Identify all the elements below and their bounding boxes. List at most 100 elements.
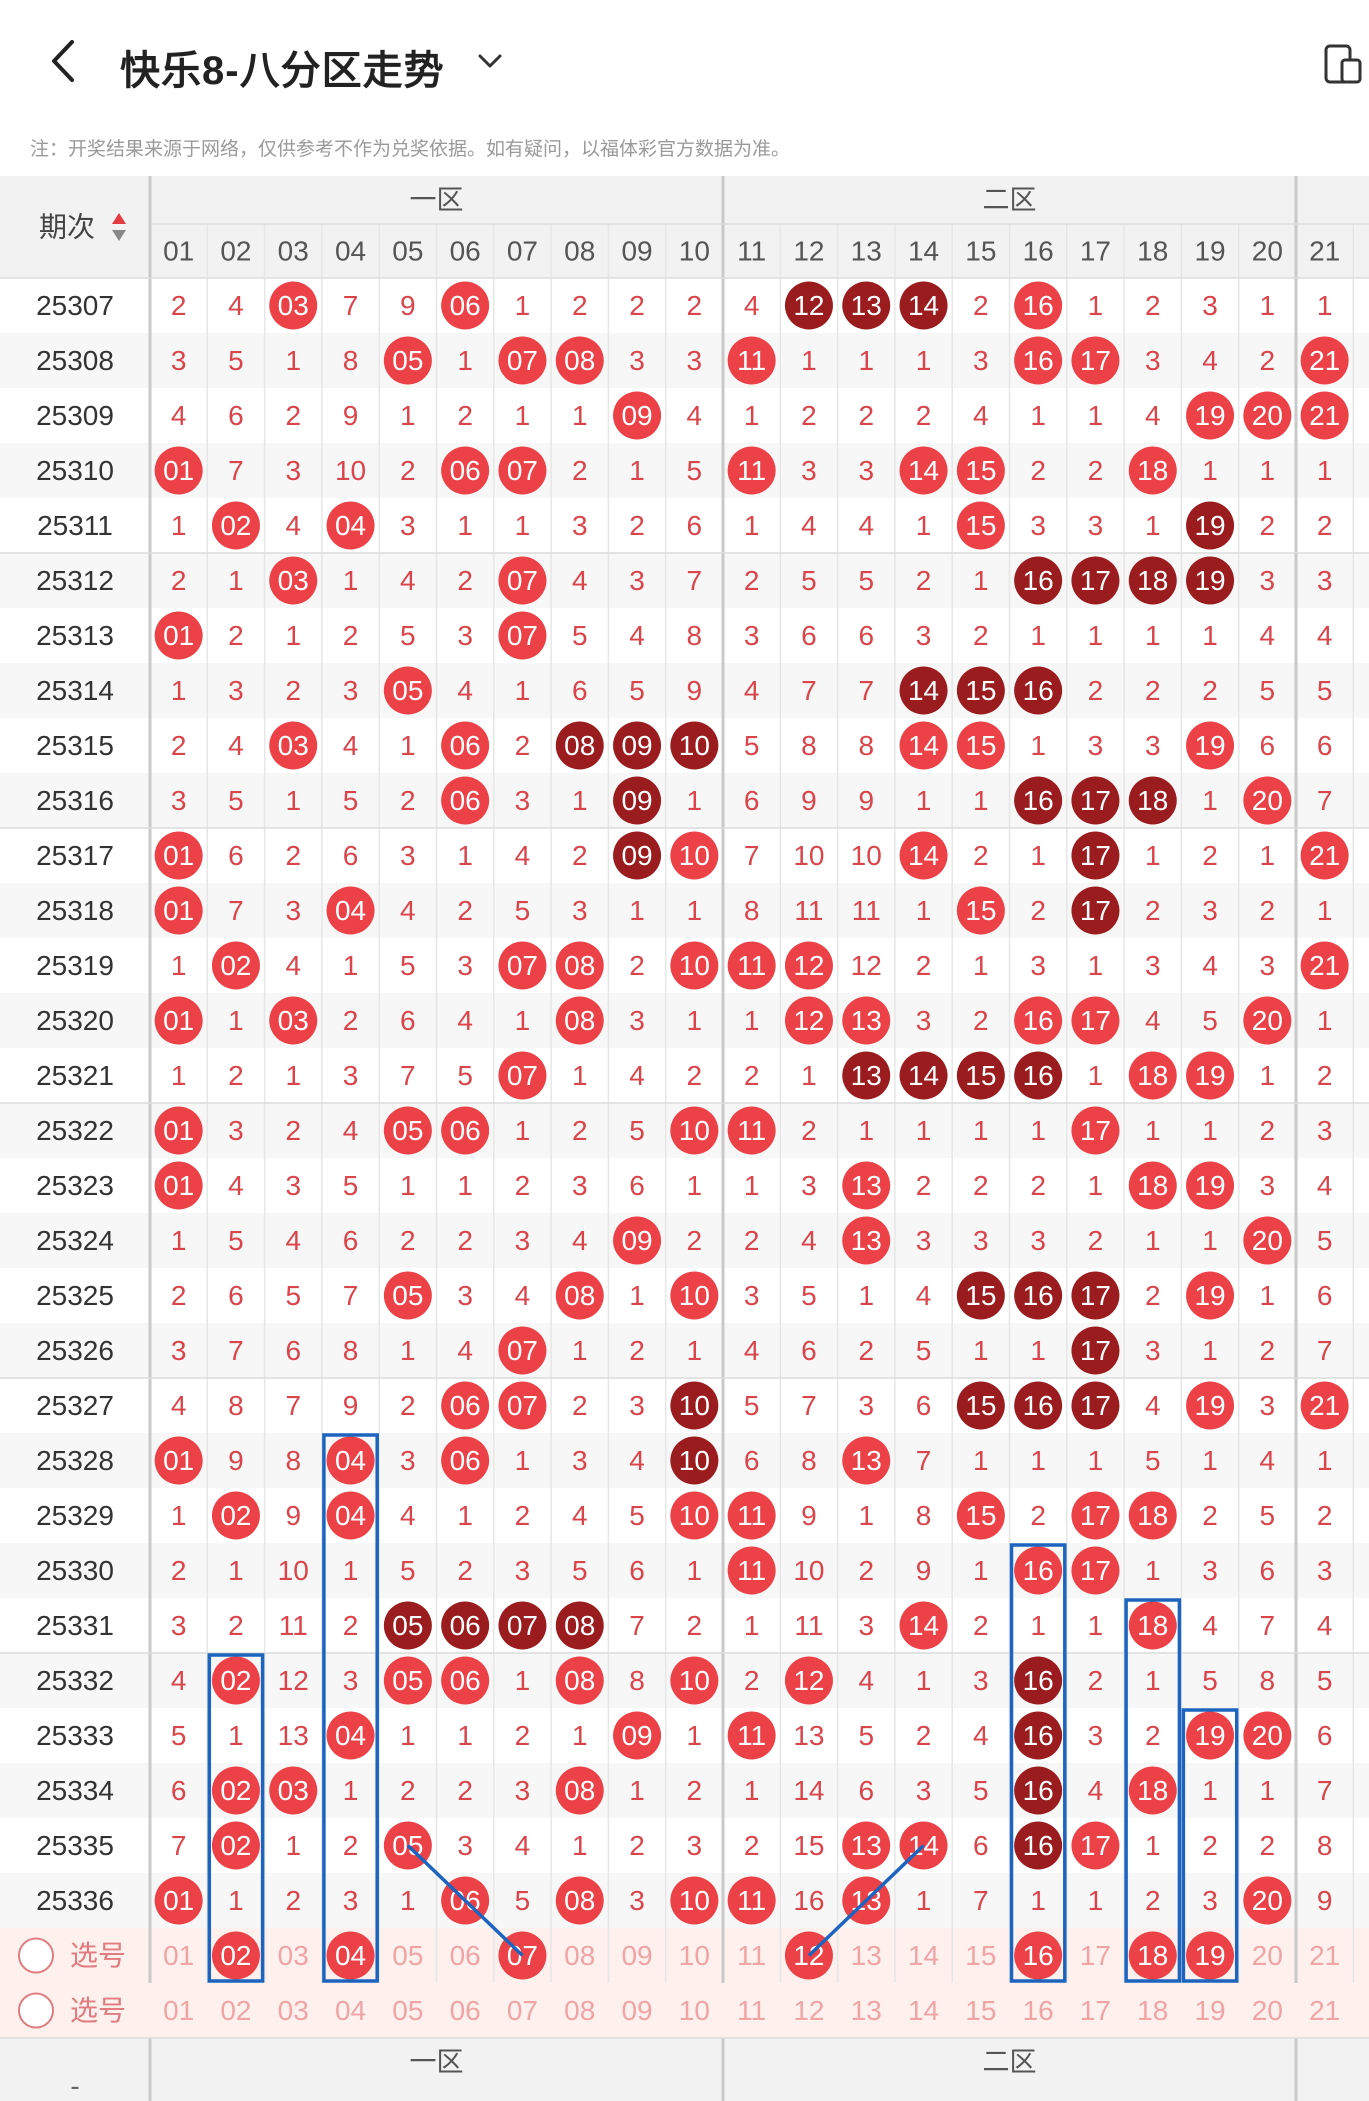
miss-count: 1	[572, 785, 588, 816]
ball-number: 06	[450, 730, 481, 761]
column-header: 20	[1252, 236, 1283, 267]
select-number[interactable]: 18	[1137, 1995, 1168, 2026]
miss-count: 4	[228, 290, 244, 321]
miss-count: 4	[171, 400, 187, 431]
column-header: 06	[450, 236, 481, 267]
select-radio[interactable]	[18, 1937, 54, 1974]
ball-number: 06	[450, 1445, 481, 1476]
select-number[interactable]: 06	[450, 1995, 481, 2026]
select-number[interactable]: 03	[278, 1995, 309, 2026]
selected-ball-number[interactable]: 04	[335, 1940, 366, 1971]
miss-count: 1	[400, 730, 416, 761]
select-number[interactable]: 21	[1309, 1995, 1340, 2026]
issue-number: 25322	[36, 1115, 114, 1146]
select-number[interactable]: 13	[851, 1940, 882, 1971]
select-number[interactable]: 14	[908, 1995, 939, 2026]
ball	[383, 666, 432, 715]
miss-count: 6	[285, 1335, 301, 1366]
miss-count: 5	[572, 1555, 588, 1586]
select-number[interactable]: 03	[278, 1940, 309, 1971]
ball	[899, 666, 948, 715]
selected-ball[interactable]	[211, 1931, 260, 1980]
select-number[interactable]: 09	[621, 1995, 652, 2026]
select-label[interactable]: 选号	[70, 1940, 126, 1971]
select-number[interactable]: 12	[793, 1995, 824, 2026]
ball-number: 08	[564, 1610, 595, 1641]
miss-count: 3	[916, 1005, 932, 1036]
column-header: 13	[851, 236, 882, 267]
device-icon[interactable]	[1320, 42, 1364, 86]
miss-count: 1	[973, 565, 989, 596]
ball-number: 10	[679, 1665, 710, 1696]
select-number[interactable]: 20	[1252, 1940, 1283, 1971]
select-number[interactable]: 04	[335, 1995, 366, 2026]
miss-count: 1	[515, 1005, 531, 1036]
select-number[interactable]: 08	[564, 1940, 595, 1971]
select-number[interactable]: 15	[965, 1995, 996, 2026]
ball	[1186, 1161, 1235, 1210]
page-title: 快乐8-八分区走势	[120, 49, 445, 93]
select-number[interactable]: 11	[737, 1940, 766, 1971]
select-number[interactable]: 05	[392, 1995, 423, 2026]
miss-count: 9	[343, 400, 359, 431]
miss-count: 2	[457, 565, 473, 596]
ball-number: 10	[679, 1280, 710, 1311]
sort-icon[interactable]	[112, 213, 126, 241]
select-number[interactable]: 16	[1023, 1995, 1054, 2026]
select-number[interactable]: 11	[737, 1995, 766, 2026]
ball	[154, 1436, 203, 1485]
miss-count: 9	[400, 290, 416, 321]
ball-number: 21	[1309, 400, 1340, 431]
selected-ball[interactable]	[1014, 1931, 1063, 1980]
select-number[interactable]: 02	[220, 1995, 251, 2026]
select-number[interactable]: 05	[392, 1940, 423, 1971]
select-number[interactable]: 15	[965, 1940, 996, 1971]
selected-ball-number[interactable]: 19	[1194, 1940, 1225, 1971]
miss-count: 3	[1202, 1885, 1218, 1916]
miss-count: 2	[1202, 675, 1218, 706]
select-number[interactable]: 01	[163, 1940, 194, 1971]
miss-count: 5	[171, 1720, 187, 1751]
issue-number: 25311	[37, 510, 113, 541]
miss-count: 1	[1030, 1335, 1046, 1366]
selected-ball-number[interactable]: 02	[220, 1940, 251, 1971]
selected-ball-number[interactable]: 16	[1023, 1940, 1054, 1971]
select-number[interactable]: 01	[163, 1995, 194, 2026]
select-number[interactable]: 17	[1080, 1940, 1111, 1971]
miss-count: 2	[1145, 895, 1161, 926]
select-number[interactable]: 19	[1194, 1995, 1225, 2026]
select-number[interactable]: 09	[621, 1940, 652, 1971]
miss-count: 1	[171, 950, 187, 981]
ball	[727, 1491, 776, 1540]
ball-number: 02	[220, 1500, 251, 1531]
select-number[interactable]: 08	[564, 1995, 595, 2026]
miss-count: 3	[858, 455, 874, 486]
ball-number: 17	[1080, 345, 1111, 376]
ball-number: 01	[163, 1005, 194, 1036]
miss-count: 1	[400, 1170, 416, 1201]
selected-ball[interactable]	[1128, 1931, 1177, 1980]
miss-count: 3	[572, 895, 588, 926]
select-label[interactable]: 选号	[70, 1995, 126, 2026]
miss-count: 3	[1260, 565, 1276, 596]
miss-count: 10	[851, 840, 882, 871]
selected-ball-number[interactable]: 18	[1137, 1940, 1168, 1971]
select-number[interactable]: 14	[908, 1940, 939, 1971]
select-number[interactable]: 10	[679, 1995, 710, 2026]
miss-count: 7	[228, 895, 244, 926]
select-number[interactable]: 10	[679, 1940, 710, 1971]
select-radio[interactable]	[18, 1992, 54, 2029]
ball-number: 01	[163, 1115, 194, 1146]
miss-count: 2	[285, 840, 301, 871]
select-number[interactable]: 17	[1080, 1995, 1111, 2026]
select-number[interactable]: 20	[1252, 1995, 1283, 2026]
chevron-left-icon[interactable]	[40, 36, 90, 86]
select-number[interactable]: 21	[1309, 1940, 1340, 1971]
select-number[interactable]: 06	[450, 1940, 481, 1971]
selected-ball[interactable]	[1186, 1931, 1235, 1980]
miss-count: 6	[858, 620, 874, 651]
chevron-down-icon[interactable]	[472, 42, 508, 78]
select-number[interactable]: 13	[851, 1995, 882, 2026]
selected-ball[interactable]	[326, 1931, 375, 1980]
select-number[interactable]: 07	[507, 1995, 538, 2026]
